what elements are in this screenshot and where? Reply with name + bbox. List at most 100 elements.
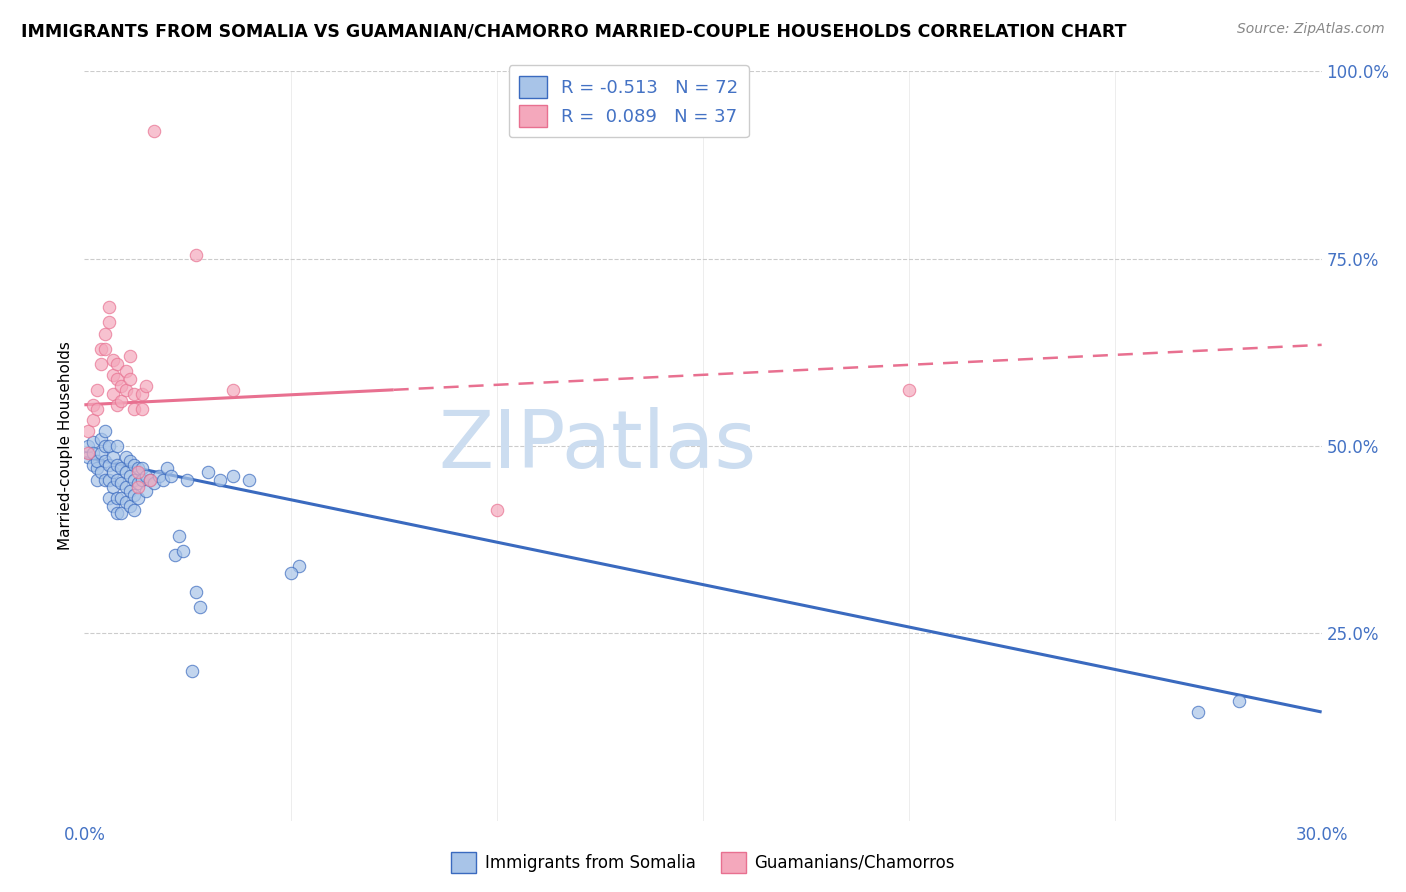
Point [105, 439, 128, 453]
Point [122, 488, 145, 502]
Point [118, 469, 141, 483]
Point [114, 450, 136, 465]
Point [105, 473, 128, 487]
Point [114, 364, 136, 378]
Point [94, 473, 117, 487]
Point [98, 315, 121, 329]
Point [103, 352, 125, 367]
Legend: Immigrants from Somalia, Guamanians/Chamorros: Immigrants from Somalia, Guamanians/Cham… [444, 846, 962, 880]
Point [105, 458, 128, 472]
Point [94, 454, 117, 468]
Point [898, 383, 921, 397]
Point [110, 379, 132, 393]
Point [114, 383, 136, 397]
Point [103, 386, 125, 401]
Point [209, 473, 232, 487]
Point [222, 383, 245, 397]
Point [77, 446, 100, 460]
Point [94, 326, 117, 341]
Point [90, 432, 112, 446]
Point [86, 401, 108, 416]
Text: ZIPatlas: ZIPatlas [439, 407, 756, 485]
Point [222, 469, 245, 483]
Point [118, 349, 141, 363]
Point [110, 461, 132, 475]
Point [98, 301, 121, 315]
Point [110, 394, 132, 409]
Point [188, 600, 211, 615]
Point [103, 450, 125, 465]
Point [135, 483, 157, 498]
Point [90, 465, 112, 479]
Point [82, 435, 104, 450]
Point [135, 379, 157, 393]
Point [86, 461, 108, 475]
Point [197, 465, 219, 479]
Point [105, 398, 128, 412]
Point [82, 446, 104, 460]
Point [122, 502, 145, 516]
Point [98, 491, 121, 506]
Point [118, 483, 141, 498]
Legend: R = -0.513   N = 72, R =  0.089   N = 37: R = -0.513 N = 72, R = 0.089 N = 37 [509, 65, 749, 137]
Point [103, 368, 125, 382]
Point [172, 544, 194, 558]
Point [118, 371, 141, 385]
Point [98, 439, 121, 453]
Point [122, 401, 145, 416]
Point [160, 469, 183, 483]
Text: Source: ZipAtlas.com: Source: ZipAtlas.com [1237, 22, 1385, 37]
Point [82, 458, 104, 472]
Point [280, 566, 302, 581]
Point [131, 473, 153, 487]
Point [122, 473, 145, 487]
Point [238, 473, 260, 487]
Point [288, 558, 311, 573]
Point [167, 529, 190, 543]
Point [131, 386, 153, 401]
Point [110, 476, 132, 491]
Point [1227, 694, 1250, 708]
Point [1187, 705, 1209, 719]
Point [127, 480, 149, 494]
Point [122, 458, 145, 472]
Point [485, 502, 508, 516]
Point [114, 495, 136, 509]
Point [180, 664, 202, 678]
Point [90, 342, 112, 356]
Point [127, 476, 149, 491]
Point [114, 480, 136, 494]
Point [184, 248, 207, 262]
Point [90, 357, 112, 371]
Point [176, 473, 198, 487]
Point [94, 342, 117, 356]
Point [118, 454, 141, 468]
Point [82, 413, 104, 427]
Y-axis label: Married-couple Households: Married-couple Households [58, 342, 73, 550]
Point [139, 473, 162, 487]
Point [110, 507, 132, 521]
Point [105, 371, 128, 385]
Point [135, 469, 157, 483]
Point [98, 473, 121, 487]
Point [165, 548, 187, 562]
Point [82, 398, 104, 412]
Point [94, 424, 117, 438]
Point [184, 585, 207, 599]
Point [86, 473, 108, 487]
Point [131, 401, 153, 416]
Point [103, 480, 125, 494]
Point [86, 383, 108, 397]
Point [156, 461, 179, 475]
Point [77, 424, 100, 438]
Point [143, 476, 166, 491]
Point [122, 386, 145, 401]
Point [105, 507, 128, 521]
Point [105, 491, 128, 506]
Point [118, 499, 141, 513]
Point [148, 469, 170, 483]
Point [103, 465, 125, 479]
Point [114, 465, 136, 479]
Point [131, 461, 153, 475]
Point [77, 439, 100, 453]
